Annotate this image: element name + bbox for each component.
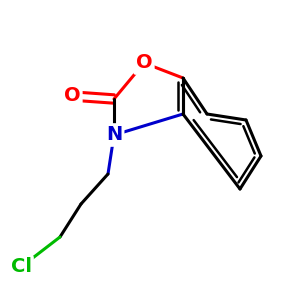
Text: O: O bbox=[136, 53, 152, 73]
Text: N: N bbox=[106, 125, 122, 145]
Text: Cl: Cl bbox=[11, 257, 32, 277]
Text: O: O bbox=[64, 86, 80, 106]
